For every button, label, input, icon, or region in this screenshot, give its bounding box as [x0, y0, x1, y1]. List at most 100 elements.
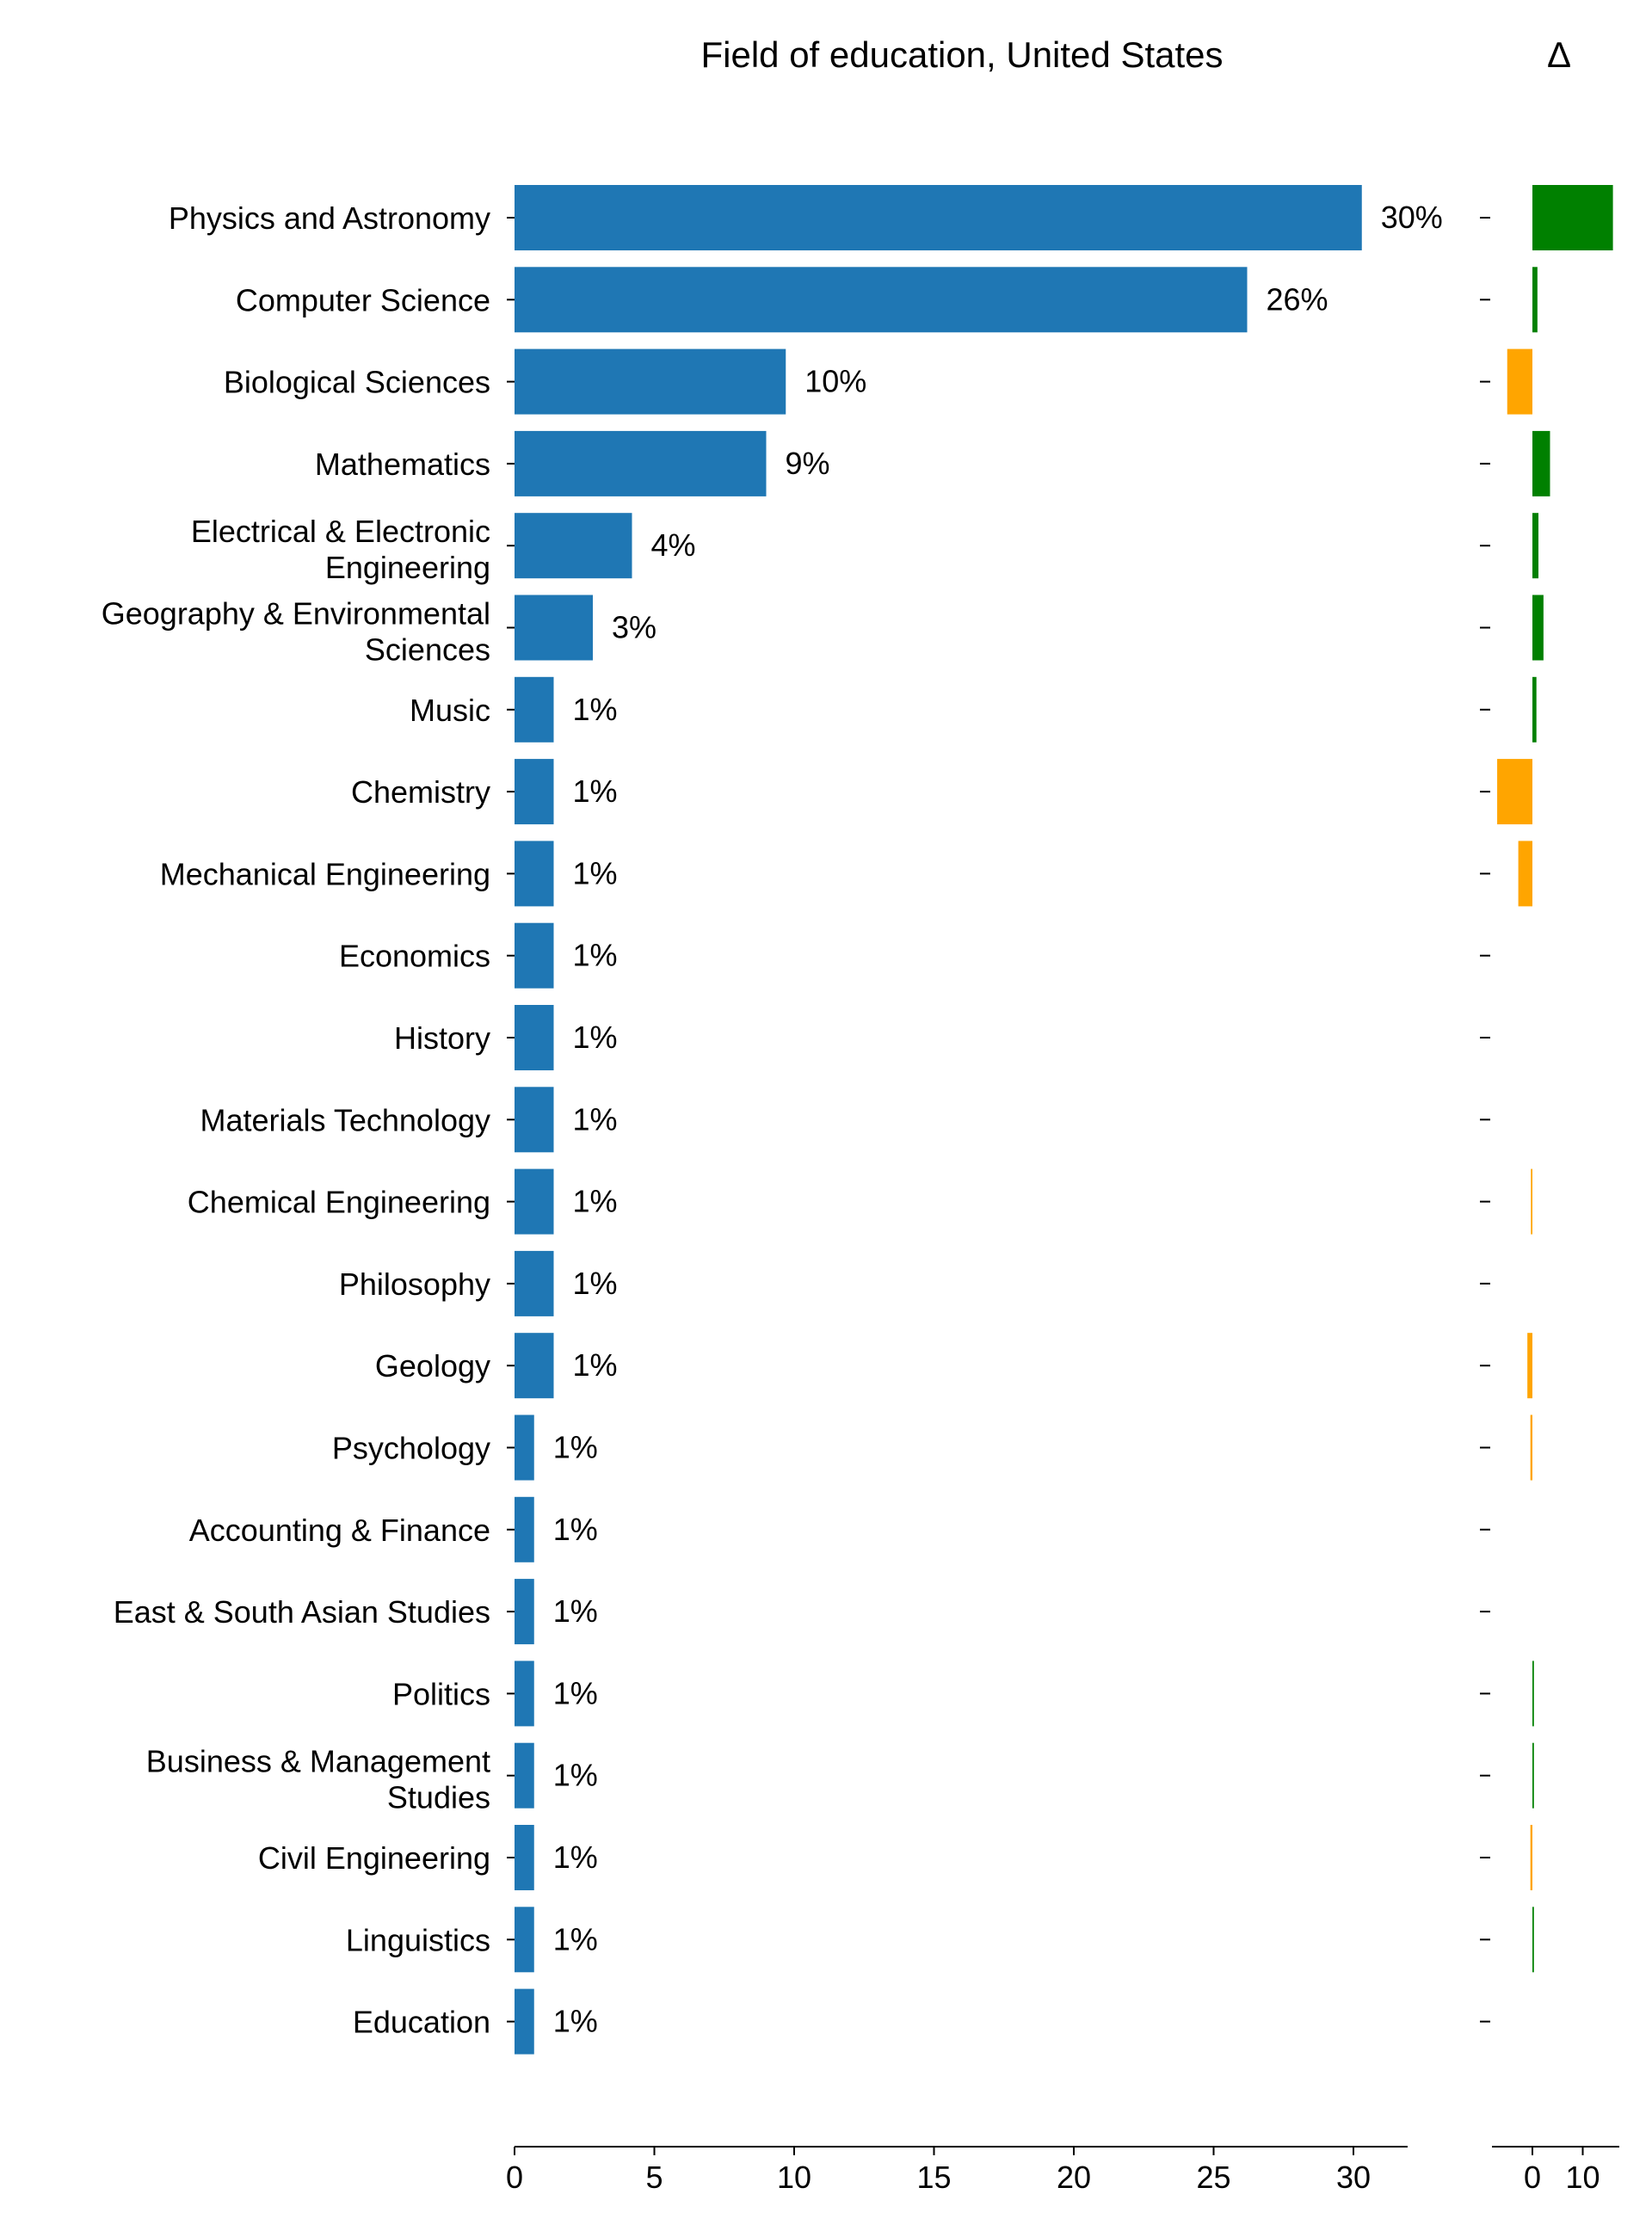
bar-12: [515, 1168, 554, 1235]
bar-11: [515, 1087, 554, 1153]
category-label-10: History: [394, 1020, 490, 1056]
delta-bar-18: [1532, 1661, 1534, 1727]
bar-1: [515, 267, 1248, 333]
delta-bars: [1497, 185, 1613, 1973]
value-label-12: 1%: [573, 1184, 618, 1219]
category-label-16: Accounting & Finance: [189, 1513, 490, 1548]
bar-15: [515, 1414, 534, 1481]
bar-21: [515, 1907, 534, 1973]
main-bars: [515, 185, 1362, 2055]
x-tick-label-4: 20: [1057, 2160, 1091, 2195]
delta-x-axis: 0 10: [1492, 2146, 1619, 2195]
value-label-18: 1%: [553, 1675, 598, 1710]
bar-0: [515, 185, 1362, 250]
bar-6: [515, 676, 554, 743]
x-tick-label-5: 25: [1196, 2160, 1230, 2195]
main-x-axis: 0 5 10 15 20 25 30: [506, 217, 1408, 2195]
delta-bar-19: [1532, 1742, 1534, 1809]
value-label-20: 1%: [553, 1840, 598, 1875]
value-label-16: 1%: [553, 1512, 598, 1547]
category-label-19: Business & Management Studies: [146, 1744, 490, 1815]
bar-10: [515, 1005, 554, 1070]
delta-bar-7: [1497, 759, 1532, 825]
delta-bar-21: [1532, 1907, 1534, 1973]
delta-bar-0: [1532, 185, 1613, 250]
bar-2: [515, 348, 786, 415]
category-labels: Physics and Astronomy Computer Science Bio…: [102, 200, 490, 2040]
delta-bar-4: [1532, 513, 1539, 579]
value-label-5: 3%: [612, 610, 656, 645]
value-label-11: 1%: [573, 1101, 618, 1137]
delta-bar-2: [1507, 348, 1532, 415]
category-label-6: Music: [410, 693, 490, 728]
category-label-11: Materials Technology: [200, 1102, 490, 1137]
value-label-2: 10%: [804, 364, 866, 399]
value-label-19: 1%: [553, 1758, 598, 1793]
bar-20: [515, 1825, 534, 1890]
category-label-14: Geology: [375, 1348, 490, 1383]
value-label-1: 26%: [1267, 281, 1328, 317]
category-label-20: Civil Engineering: [258, 1840, 490, 1876]
value-label-3: 9%: [786, 446, 830, 481]
delta-bar-14: [1527, 1333, 1532, 1399]
bar-8: [515, 841, 554, 907]
delta-bar-20: [1530, 1825, 1532, 1890]
delta-bar-6: [1532, 676, 1537, 743]
value-label-22: 1%: [553, 2004, 598, 2039]
delta-y-ticks: [1480, 217, 1490, 2023]
category-label-5: Geography & Environmental Sciences: [102, 596, 490, 668]
value-label-0: 30%: [1381, 200, 1443, 235]
bar-9: [515, 922, 554, 989]
bar-13: [515, 1250, 554, 1316]
bar-3: [515, 430, 767, 496]
value-label-14: 1%: [573, 1347, 618, 1383]
category-label-9: Economics: [339, 939, 490, 974]
bar-22: [515, 1988, 534, 2055]
delta-bar-8: [1518, 841, 1532, 907]
category-label-0: Physics and Astronomy: [169, 200, 490, 236]
bar-14: [515, 1333, 554, 1399]
x-tick-label-2: 10: [777, 2160, 811, 2195]
category-label-17: East & South Asian Studies: [114, 1594, 490, 1630]
category-label-12: Chemical Engineering: [188, 1185, 490, 1220]
category-label-18: Politics: [392, 1676, 490, 1711]
delta-bar-1: [1532, 267, 1538, 333]
bar-18: [515, 1661, 534, 1727]
category-label-22: Education: [353, 2005, 490, 2040]
category-label-4: Electrical & Electronic Engineering: [191, 514, 490, 585]
category-label-8: Mechanical Engineering: [160, 856, 490, 891]
x-tick-label-1: 5: [645, 2160, 663, 2195]
value-label-21: 1%: [553, 1921, 598, 1957]
value-label-6: 1%: [573, 692, 618, 727]
category-label-21: Linguistics: [346, 1922, 490, 1957]
value-label-10: 1%: [573, 1020, 618, 1055]
bar-17: [515, 1579, 534, 1645]
delta-x-tick-label-0: 0: [1524, 2160, 1541, 2195]
delta-bar-15: [1530, 1414, 1532, 1481]
category-label-3: Mathematics: [315, 447, 490, 482]
bar-19: [515, 1742, 534, 1809]
value-label-9: 1%: [573, 938, 618, 973]
value-labels: 30% 26% 10% 9% 4% 3% 1% 1% 1% 1% 1% 1% 1% 1% 1% 1% 1% 1% 1…: [553, 200, 1443, 2039]
value-label-7: 1%: [573, 773, 618, 809]
value-label-13: 1%: [573, 1266, 618, 1301]
delta-title: Δ: [1547, 34, 1571, 75]
bar-4: [515, 513, 632, 579]
bar-5: [515, 595, 593, 661]
category-label-2: Biological Sciences: [224, 365, 490, 400]
value-label-15: 1%: [553, 1430, 598, 1465]
value-label-4: 4%: [651, 527, 696, 563]
x-tick-label-0: 0: [506, 2160, 523, 2195]
bar-16: [515, 1496, 534, 1562]
x-tick-label-6: 30: [1336, 2160, 1371, 2195]
category-label-15: Psychology: [332, 1431, 490, 1466]
bar-7: [515, 759, 554, 825]
chart-title: Field of education, United States: [700, 34, 1223, 75]
category-label-1: Computer Science: [236, 282, 490, 317]
category-label-7: Chemistry: [351, 774, 490, 810]
category-label-13: Philosophy: [339, 1266, 490, 1302]
delta-bar-12: [1531, 1168, 1532, 1235]
delta-x-tick-label-1: 10: [1565, 2160, 1600, 2195]
delta-bar-3: [1532, 430, 1550, 496]
